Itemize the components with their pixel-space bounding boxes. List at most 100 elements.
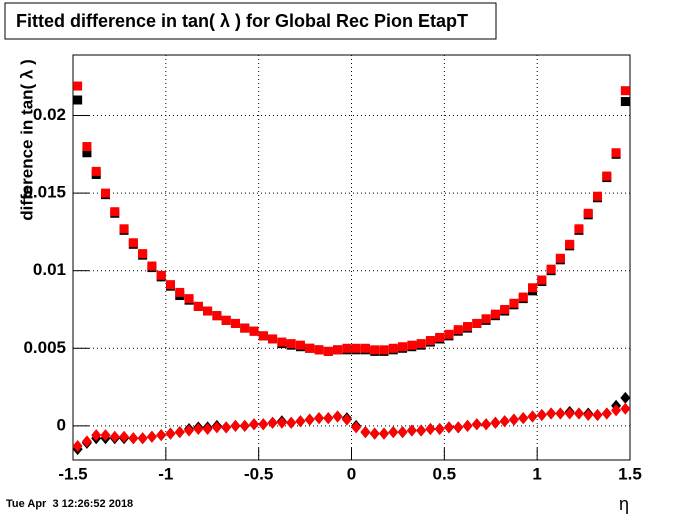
diamond-marker [109, 430, 120, 443]
diamond-marker [536, 409, 547, 421]
diamond-marker [592, 409, 603, 421]
square-marker [574, 224, 584, 234]
square-marker [481, 314, 491, 324]
diamond-marker [100, 429, 111, 442]
diamond-marker [165, 427, 176, 440]
diamond-marker [341, 413, 352, 426]
square-marker [184, 294, 194, 304]
square-marker [435, 332, 445, 342]
square-marker [73, 81, 83, 91]
x-tick-label: 1 [532, 464, 541, 483]
diamond-marker [620, 402, 631, 415]
square-marker [230, 318, 240, 328]
diamond-marker [323, 412, 334, 425]
square-marker [323, 346, 333, 356]
square-marker [147, 261, 157, 271]
square-marker [528, 283, 538, 293]
y-tick-label: 0.015 [23, 183, 66, 202]
square-marker [249, 326, 259, 336]
x-tick-label: -1 [158, 464, 173, 483]
diamond-marker [601, 407, 612, 420]
diamond-marker [416, 424, 427, 437]
diamond-marker [304, 413, 315, 426]
diamond-marker [490, 416, 501, 429]
square-marker [555, 253, 565, 263]
diamond-marker [221, 421, 232, 434]
diamond-marker [573, 407, 584, 420]
square-marker [286, 339, 296, 349]
square-marker [463, 322, 473, 332]
square-marker [360, 343, 370, 353]
diamond-marker [499, 415, 510, 428]
diamond-marker [360, 426, 371, 439]
y-tick-label: 0.01 [33, 260, 66, 279]
grid [72, 55, 631, 460]
diamond-marker [211, 421, 222, 434]
x-axis-label: η [619, 494, 629, 514]
diamond-marker [295, 415, 306, 428]
diamond-marker [119, 430, 130, 443]
diamond-marker [332, 410, 343, 423]
diamond-marker [555, 407, 566, 420]
diamond-marker [286, 416, 297, 429]
diamond-marker [388, 426, 399, 439]
y-tick-label: 0.005 [23, 338, 66, 357]
square-marker [537, 275, 547, 285]
square-marker [240, 323, 250, 333]
y-tick-label: 0 [57, 415, 66, 434]
square-marker [602, 171, 612, 181]
square-marker [100, 188, 110, 198]
square-marker [546, 264, 556, 274]
diamond-marker [193, 422, 204, 435]
diamond-marker [128, 432, 139, 445]
diamond-marker [583, 409, 594, 421]
square-marker [333, 345, 343, 355]
y-axis-label: difference in tan( λ ) [17, 59, 36, 221]
square-marker [620, 86, 630, 96]
diamond-marker [137, 432, 148, 445]
x-tick-label: 1.5 [618, 464, 642, 483]
diamond-marker [351, 421, 362, 434]
diamond-marker [518, 412, 529, 425]
marks [72, 81, 631, 456]
diamond-marker [527, 410, 538, 423]
diamond-marker [462, 419, 473, 432]
square-marker [221, 315, 231, 325]
diamond-marker [453, 421, 464, 434]
diamond-marker [369, 427, 380, 440]
diamond-marker [546, 407, 557, 420]
square-marker [416, 339, 426, 349]
diamond-marker [620, 391, 631, 404]
diamond-marker [72, 440, 83, 453]
date-stamp: Tue Apr 3 12:26:52 2018 [6, 498, 133, 510]
square-marker [425, 336, 435, 346]
square-marker [611, 148, 621, 158]
diamond-marker [239, 419, 250, 432]
square-marker [620, 97, 630, 107]
square-marker [138, 249, 148, 259]
square-marker [295, 340, 305, 350]
diamond-marker [249, 418, 260, 431]
square-marker [110, 207, 120, 217]
diamond-marker [276, 416, 287, 429]
square-marker [518, 292, 528, 302]
title-box [4, 2, 497, 40]
square-marker [193, 301, 203, 311]
square-marker [165, 280, 175, 290]
square-marker [509, 298, 519, 308]
diamond-marker [230, 419, 241, 432]
square-marker [500, 304, 510, 314]
square-marker [268, 334, 278, 344]
y-tick-label: 0.02 [33, 105, 66, 124]
square-marker [82, 148, 92, 158]
diamond-marker [258, 418, 269, 431]
diamond-marker [202, 422, 213, 435]
diamond-marker [146, 430, 157, 443]
square-marker [128, 238, 138, 248]
diamond-marker [443, 421, 454, 434]
diamond-marker [508, 413, 519, 426]
diamond-marker [425, 422, 436, 435]
square-marker [156, 270, 166, 280]
square-marker [370, 345, 380, 355]
